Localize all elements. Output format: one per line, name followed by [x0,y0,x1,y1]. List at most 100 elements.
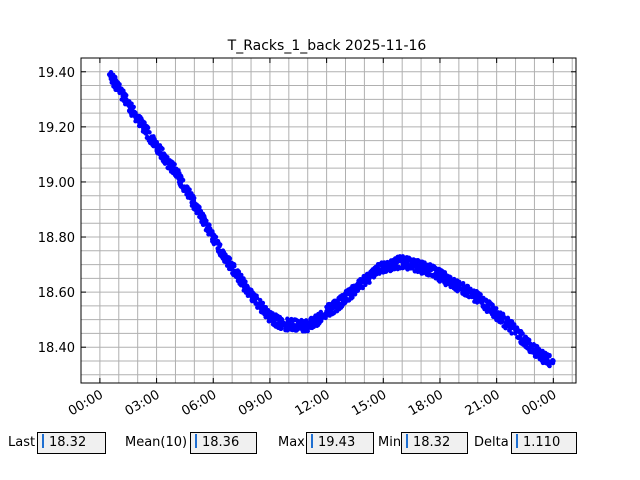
data-point [524,336,529,341]
data-point [388,268,393,273]
last-value-field[interactable]: 18.32 [37,432,106,454]
data-point [178,179,184,184]
data-point [193,201,198,207]
data-points [106,69,556,369]
y-tick-label: 18.40 [38,341,75,356]
data-point [334,308,340,314]
data-point [194,210,199,216]
data-point [165,155,170,160]
data-point [174,168,179,173]
data-point [117,82,122,87]
data-point [251,292,256,298]
delta-value-field[interactable]: 1.110 [511,432,577,454]
y-tick-label: 18.80 [38,231,75,246]
data-point [459,286,464,292]
data-point [501,324,506,329]
data-point [278,320,284,326]
data-point [547,352,552,358]
data-point [396,264,401,270]
data-point [141,119,146,125]
data-point [357,282,363,287]
data-point [211,241,217,247]
data-point [235,274,240,280]
max-value-field[interactable]: 19.43 [306,432,374,454]
temperature-chart: T_Racks_1_back 2025-11-16 00:00 03:00 06:0… [38,38,577,419]
data-point [279,317,285,322]
y-tick-label: 19.00 [38,176,75,191]
data-point [328,309,334,314]
data-point [516,328,521,334]
data-point [353,283,359,288]
mean-label: Mean(10) [125,435,188,450]
delta-value: 1.110 [523,435,561,450]
data-point [429,273,435,278]
data-point [466,290,471,295]
data-point [130,109,135,114]
data-point [300,325,306,331]
data-point [498,314,503,319]
data-point [230,272,236,277]
max-label: Max [278,435,305,450]
mean-value-field[interactable]: 18.36 [190,432,257,454]
last-value: 18.32 [49,435,87,450]
data-point [472,290,477,295]
data-point [127,104,132,109]
data-point [111,81,116,86]
data-point [480,299,485,305]
grid-lines [80,58,576,383]
text-cursor [406,434,408,448]
data-point [520,331,525,336]
data-point [311,324,317,330]
last-label: Last [8,435,36,450]
data-point [373,269,378,275]
data-point [192,207,198,212]
data-point [215,240,220,245]
data-point [240,282,245,287]
data-point [201,220,207,226]
data-point [550,358,556,364]
min-value-field[interactable]: 18.32 [401,432,468,454]
data-point [440,278,445,283]
x-tick-label: 18:00 [406,387,446,419]
x-tick-label: 09:00 [236,387,276,419]
data-point [485,304,491,310]
data-point [197,204,202,210]
data-point [534,344,540,349]
data-point [405,257,411,262]
x-tick-label: 21:00 [463,387,503,419]
x-tick-label: 03:00 [123,387,163,419]
data-point [136,119,141,124]
data-point [169,167,174,172]
data-point [320,314,325,319]
data-point [421,267,426,273]
data-point [545,357,550,362]
data-point [122,91,128,97]
data-point [179,174,184,180]
data-point [325,302,331,307]
data-point [448,275,453,280]
x-axis-ticks: 00:00 03:00 06:00 09:00 12:00 15:00 18:00 21:00… [66,58,559,419]
min-label: Min [378,435,402,450]
data-point [296,325,301,330]
data-point [488,307,493,313]
data-point [218,242,223,247]
data-point [442,270,447,275]
y-tick-label: 18.60 [38,286,75,301]
data-point [438,275,443,280]
x-tick-label: 15:00 [349,387,389,419]
x-tick-label: 06:00 [179,387,219,419]
min-value: 18.32 [413,435,451,450]
data-point [315,313,320,319]
data-point [146,136,151,141]
data-point [415,259,420,264]
data-point [453,287,458,292]
data-point [216,246,221,252]
data-point [158,150,163,156]
data-point [375,266,380,271]
data-point [170,163,176,169]
data-point [305,328,310,334]
data-point [527,345,533,350]
text-cursor [311,434,313,448]
data-point [505,319,511,325]
text-cursor [42,434,44,448]
